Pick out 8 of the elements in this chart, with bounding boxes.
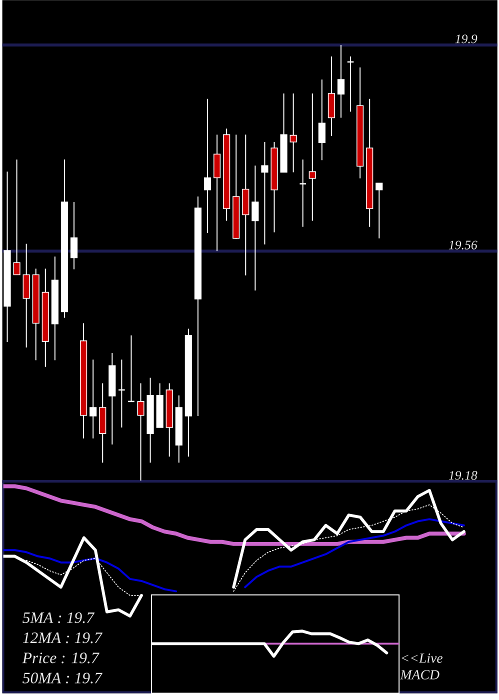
y-tick-label: 19.9 — [455, 34, 478, 44]
annotation: 50MA : 19.7 — [22, 672, 103, 684]
y-tick-label: 19.56 — [448, 240, 478, 250]
annotation: 5MA : 19.7 — [22, 612, 95, 624]
annotation: <<Live MACD — [400, 653, 443, 680]
annotation: Price : 19.7 — [22, 652, 100, 664]
y-tick-label: 19.18 — [448, 471, 478, 480]
annotation: 12MA : 19.7 — [22, 632, 103, 644]
